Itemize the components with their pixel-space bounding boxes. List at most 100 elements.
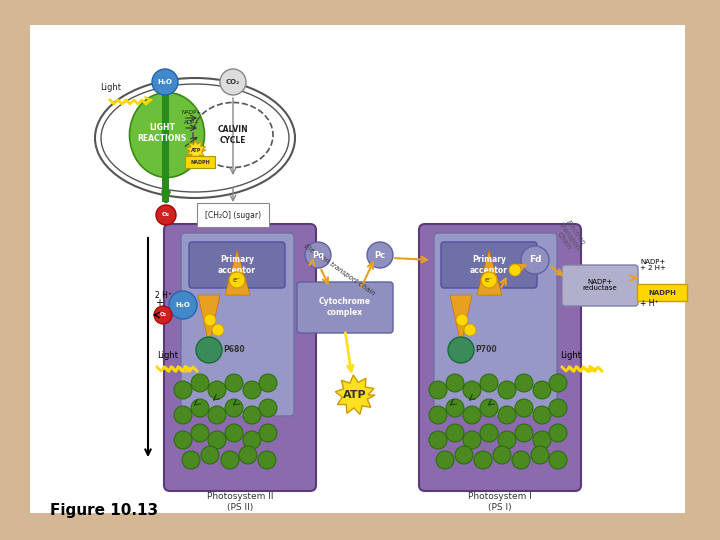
- Text: Light: Light: [560, 350, 581, 360]
- Circle shape: [174, 431, 192, 449]
- Circle shape: [480, 399, 498, 417]
- FancyBboxPatch shape: [181, 233, 294, 416]
- Circle shape: [549, 374, 567, 392]
- Text: H₂O: H₂O: [176, 302, 190, 308]
- Circle shape: [367, 242, 393, 268]
- Circle shape: [208, 381, 226, 399]
- Circle shape: [191, 374, 209, 392]
- FancyBboxPatch shape: [297, 282, 393, 333]
- Text: Primary
acceptor: Primary acceptor: [218, 255, 256, 275]
- Circle shape: [243, 406, 261, 424]
- FancyBboxPatch shape: [419, 224, 581, 491]
- Polygon shape: [186, 140, 206, 160]
- Circle shape: [429, 431, 447, 449]
- Circle shape: [549, 424, 567, 442]
- Circle shape: [446, 399, 464, 417]
- Circle shape: [498, 381, 516, 399]
- Text: [CH₂O] (sugar): [CH₂O] (sugar): [205, 211, 261, 219]
- Circle shape: [463, 431, 481, 449]
- Circle shape: [182, 451, 200, 469]
- Text: Pc: Pc: [374, 251, 386, 260]
- Circle shape: [474, 451, 492, 469]
- Circle shape: [549, 399, 567, 417]
- Text: P680: P680: [223, 345, 245, 354]
- Text: O₂: O₂: [160, 313, 166, 318]
- Text: Light: Light: [157, 350, 178, 360]
- Circle shape: [208, 406, 226, 424]
- Circle shape: [533, 406, 551, 424]
- Circle shape: [464, 324, 476, 336]
- Circle shape: [258, 451, 276, 469]
- Circle shape: [455, 446, 473, 464]
- FancyBboxPatch shape: [185, 156, 215, 168]
- Circle shape: [446, 374, 464, 392]
- Circle shape: [239, 446, 257, 464]
- Circle shape: [174, 381, 192, 399]
- Circle shape: [515, 399, 533, 417]
- Text: NADP+
+ 2 H+: NADP+ + 2 H+: [640, 259, 666, 272]
- Circle shape: [448, 337, 474, 363]
- Text: H₂O: H₂O: [158, 79, 172, 85]
- Circle shape: [533, 431, 551, 449]
- Circle shape: [259, 424, 277, 442]
- Polygon shape: [477, 250, 502, 295]
- Circle shape: [305, 242, 331, 268]
- Circle shape: [429, 406, 447, 424]
- Polygon shape: [198, 295, 220, 345]
- Circle shape: [463, 406, 481, 424]
- Circle shape: [259, 374, 277, 392]
- FancyBboxPatch shape: [441, 242, 537, 288]
- Circle shape: [515, 424, 533, 442]
- Circle shape: [221, 451, 239, 469]
- Polygon shape: [450, 295, 472, 345]
- Circle shape: [521, 246, 549, 274]
- Text: e⁻: e⁻: [485, 277, 493, 283]
- Circle shape: [480, 424, 498, 442]
- Circle shape: [225, 424, 243, 442]
- Text: NADP+
reductase: NADP+ reductase: [582, 279, 617, 292]
- Circle shape: [152, 69, 178, 95]
- Text: NADPH: NADPH: [648, 290, 676, 296]
- Text: ADP+: ADP+: [184, 120, 200, 125]
- Circle shape: [156, 205, 176, 225]
- Circle shape: [509, 264, 521, 276]
- FancyBboxPatch shape: [189, 242, 285, 288]
- FancyBboxPatch shape: [162, 82, 169, 202]
- Circle shape: [208, 431, 226, 449]
- Text: 2 H⁺: 2 H⁺: [155, 291, 172, 300]
- Circle shape: [169, 291, 197, 319]
- FancyBboxPatch shape: [164, 224, 316, 491]
- Circle shape: [225, 374, 243, 392]
- Circle shape: [531, 446, 549, 464]
- Circle shape: [498, 431, 516, 449]
- Polygon shape: [336, 375, 375, 414]
- Text: P700: P700: [475, 345, 497, 354]
- Circle shape: [456, 314, 468, 326]
- Text: +: +: [155, 298, 163, 308]
- Circle shape: [174, 406, 192, 424]
- Circle shape: [429, 381, 447, 399]
- Text: Primary
acceptor: Primary acceptor: [470, 255, 508, 275]
- Circle shape: [154, 306, 172, 324]
- Circle shape: [259, 399, 277, 417]
- FancyBboxPatch shape: [30, 25, 685, 513]
- Text: Pq: Pq: [312, 251, 324, 260]
- FancyBboxPatch shape: [562, 265, 638, 306]
- Text: ATP: ATP: [191, 147, 201, 152]
- Text: e⁻: e⁻: [233, 277, 241, 283]
- Ellipse shape: [130, 92, 204, 178]
- Polygon shape: [225, 250, 250, 295]
- Text: Electron transport chain: Electron transport chain: [304, 243, 377, 297]
- Circle shape: [196, 337, 222, 363]
- Text: NADPH: NADPH: [190, 159, 210, 165]
- Text: Photosystem II
(PS II): Photosystem II (PS II): [207, 492, 274, 512]
- FancyBboxPatch shape: [434, 233, 557, 416]
- Text: Light: Light: [100, 84, 121, 92]
- Circle shape: [549, 451, 567, 469]
- Text: O₂: O₂: [162, 213, 170, 218]
- Text: CALVIN
CYCLE: CALVIN CYCLE: [217, 125, 248, 145]
- Circle shape: [436, 451, 454, 469]
- Text: NADP+: NADP+: [182, 110, 202, 115]
- Circle shape: [493, 446, 511, 464]
- Text: LIGHT
REACTIONS: LIGHT REACTIONS: [138, 123, 186, 143]
